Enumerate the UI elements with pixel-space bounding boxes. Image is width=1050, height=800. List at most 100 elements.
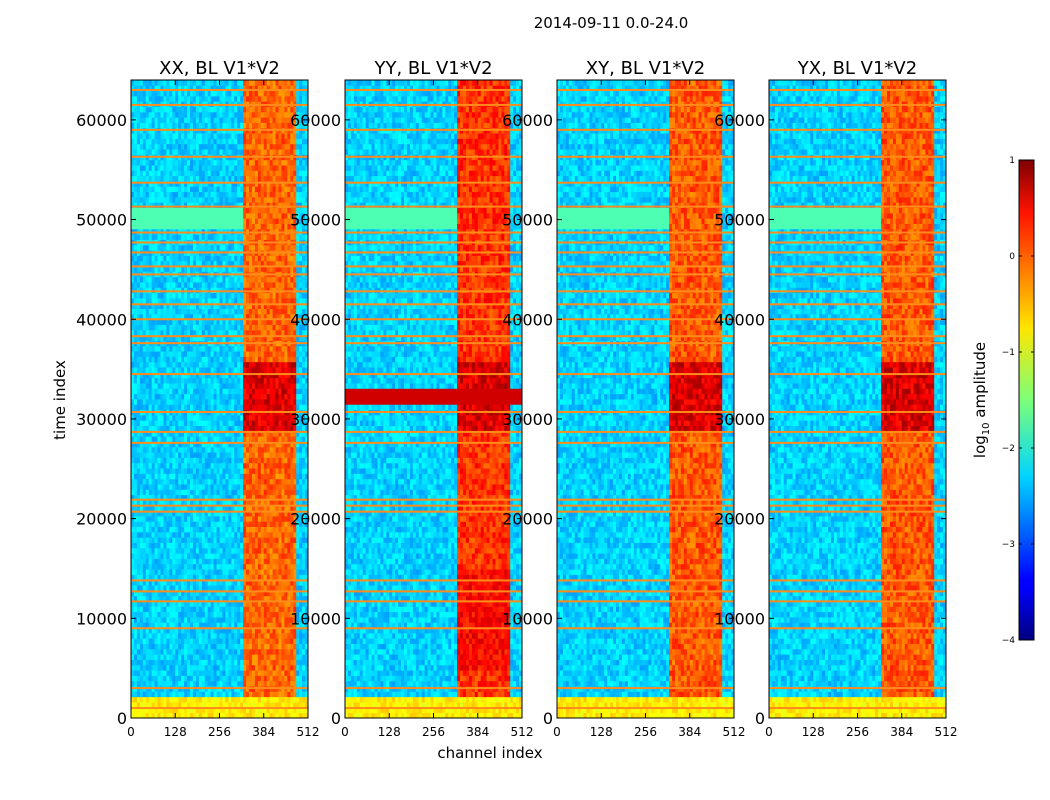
heatmap-cell bbox=[204, 430, 209, 437]
heatmap-cell bbox=[272, 335, 276, 341]
heatmap-cell bbox=[275, 670, 279, 676]
heatmap-cell bbox=[157, 367, 161, 373]
heatmap-cell bbox=[254, 468, 259, 474]
heatmap-cell bbox=[228, 441, 232, 448]
heatmap-cell bbox=[269, 510, 273, 517]
heatmap-cell bbox=[216, 606, 220, 613]
heatmap-cell bbox=[163, 654, 167, 660]
heatmap-cell bbox=[243, 393, 247, 400]
heatmap-cell bbox=[231, 313, 235, 320]
heatmap-cell bbox=[231, 324, 235, 331]
heatmap-cell bbox=[204, 558, 209, 565]
heatmap-cell bbox=[195, 446, 200, 453]
heatmap-cell bbox=[198, 372, 203, 379]
heatmap-cell bbox=[216, 425, 220, 432]
heatmap-cell bbox=[190, 303, 194, 310]
heatmap-cell bbox=[216, 632, 220, 639]
heatmap-cell bbox=[169, 505, 173, 512]
heatmap-cell bbox=[151, 367, 155, 373]
heatmap-cell bbox=[160, 313, 164, 320]
heatmap-cell bbox=[157, 430, 161, 437]
heatmap-cell bbox=[263, 526, 268, 533]
heatmap-cell bbox=[240, 505, 244, 512]
heatmap-cell bbox=[160, 441, 164, 448]
heatmap-cell bbox=[266, 388, 271, 395]
heatmap-cell bbox=[145, 537, 150, 543]
heatmap-cell bbox=[148, 287, 153, 294]
heatmap-cell bbox=[192, 420, 197, 426]
heatmap-cell bbox=[163, 579, 167, 586]
heatmap-cell bbox=[263, 276, 268, 283]
heatmap-cell bbox=[163, 420, 167, 426]
heatmap-cell bbox=[234, 569, 238, 575]
heatmap-cell bbox=[136, 606, 141, 613]
heatmap-cell bbox=[213, 436, 217, 442]
heatmap-cell bbox=[234, 484, 238, 490]
heatmap-cell bbox=[139, 712, 144, 719]
heatmap-cell bbox=[231, 489, 235, 496]
heatmap-cell bbox=[263, 404, 268, 411]
heatmap-cell bbox=[243, 436, 247, 442]
heatmap-cell bbox=[249, 377, 253, 384]
heatmap-cell bbox=[133, 521, 138, 527]
heatmap-cell bbox=[172, 388, 176, 395]
heatmap-cell bbox=[263, 436, 268, 442]
heatmap-cell bbox=[263, 303, 268, 310]
heatmap-cell bbox=[210, 616, 214, 623]
heatmap-cell bbox=[151, 595, 155, 602]
heatmap-cell bbox=[281, 329, 285, 336]
heatmap-cell bbox=[175, 691, 179, 698]
heatmap-cell bbox=[293, 329, 297, 336]
heatmap-cell bbox=[296, 664, 300, 671]
heatmap-cell bbox=[281, 377, 285, 384]
heatmap-cell bbox=[243, 569, 247, 575]
heatmap-cell bbox=[178, 579, 182, 586]
heatmap-cell bbox=[198, 702, 203, 708]
heatmap-cell bbox=[243, 319, 247, 325]
heatmap-cell bbox=[281, 654, 285, 660]
heatmap-cell bbox=[163, 521, 167, 527]
heatmap-cell bbox=[284, 324, 288, 331]
heatmap-cell bbox=[154, 367, 158, 373]
heatmap-cell bbox=[290, 297, 294, 304]
heatmap-cell bbox=[266, 276, 271, 283]
heatmap-cell bbox=[278, 654, 282, 660]
heatmap-cell bbox=[257, 457, 262, 464]
heatmap-cell bbox=[207, 505, 212, 512]
heatmap-cell bbox=[240, 319, 244, 325]
heatmap-cell bbox=[260, 420, 265, 426]
heatmap-cell bbox=[272, 313, 276, 320]
heatmap-cell bbox=[246, 707, 250, 714]
heatmap-cell bbox=[157, 399, 161, 405]
heatmap-cell bbox=[299, 420, 303, 426]
heatmap-cell bbox=[257, 569, 262, 575]
heatmap-cell bbox=[190, 510, 194, 517]
heatmap-cell bbox=[157, 574, 161, 581]
heatmap-cell bbox=[251, 473, 256, 480]
heatmap-cell bbox=[290, 287, 294, 294]
heatmap-cell bbox=[136, 627, 141, 634]
heatmap-cell bbox=[240, 632, 244, 639]
heatmap-cell bbox=[263, 510, 268, 517]
heatmap-cell bbox=[302, 702, 306, 708]
heatmap-cell bbox=[133, 563, 138, 570]
heatmap-cell bbox=[237, 452, 241, 458]
heatmap-cell bbox=[207, 462, 212, 469]
heatmap-cell bbox=[169, 654, 173, 660]
heatmap-cell bbox=[278, 393, 282, 400]
heatmap-cell bbox=[216, 622, 220, 629]
heatmap-cell bbox=[240, 553, 244, 559]
heatmap-cell bbox=[172, 531, 176, 538]
heatmap-cell bbox=[207, 356, 212, 363]
heatmap-cell bbox=[151, 563, 155, 570]
heatmap-cell bbox=[272, 324, 276, 331]
heatmap-cell bbox=[287, 553, 291, 559]
heatmap-cell bbox=[192, 478, 197, 485]
heatmap-cell bbox=[175, 441, 179, 448]
heatmap-cell bbox=[275, 558, 279, 565]
heatmap-cell bbox=[278, 531, 282, 538]
heatmap-cell bbox=[237, 372, 241, 379]
heatmap-cell bbox=[219, 680, 223, 687]
heatmap-cell bbox=[278, 521, 282, 527]
heatmap-cell bbox=[213, 457, 217, 464]
